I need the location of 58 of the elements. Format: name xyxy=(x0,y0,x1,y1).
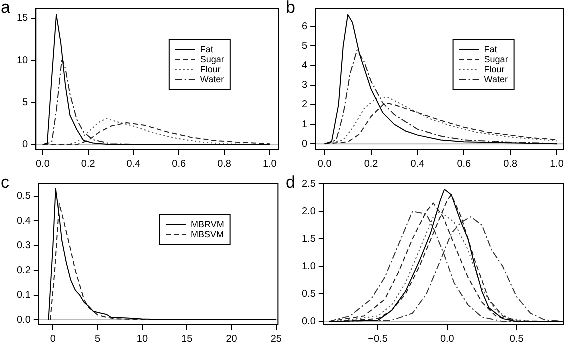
y-tick-label: 4 xyxy=(302,60,308,72)
y-tick-label: 0.3 xyxy=(16,240,32,252)
x-tick-label: 0 xyxy=(50,334,56,345)
x-tick-label: 0.2 xyxy=(364,158,379,170)
y-tick-label: 6 xyxy=(302,21,308,32)
legend-label: Fat xyxy=(484,44,498,55)
y-tick-label: 0.5 xyxy=(302,288,316,300)
x-tick-label: 0.4 xyxy=(410,158,426,170)
x-tick-label: 0.8 xyxy=(218,158,232,170)
y-tick-label: 0 xyxy=(302,138,308,150)
y-tick-label: 0.0 xyxy=(302,316,316,328)
chart-title: d xyxy=(286,173,296,192)
chart-title: a xyxy=(1,0,11,18)
x-tick-label: 20 xyxy=(226,334,238,345)
y-tick-label: 10 xyxy=(17,55,29,66)
x-tick-label: 25 xyxy=(270,334,282,345)
legend-label: Flour xyxy=(484,64,505,75)
y-tick-label: 1.5 xyxy=(302,234,316,245)
y-tick-label: 0.2 xyxy=(16,265,32,276)
legend-label: Sugar xyxy=(484,54,508,65)
x-tick-label: −0.5 xyxy=(368,334,388,345)
x-tick-label: 0.0 xyxy=(36,158,50,170)
y-tick-label: 0.0 xyxy=(16,314,32,326)
x-tick-label: 0.0 xyxy=(440,334,455,345)
y-tick-label: 5 xyxy=(302,40,308,52)
x-tick-label: 0.6 xyxy=(457,158,472,170)
x-tick-label: 0.2 xyxy=(81,158,96,170)
legend-label: Fat xyxy=(200,44,214,55)
chart-title: b xyxy=(286,0,296,18)
legend-label: MBRVM xyxy=(190,220,224,230)
y-tick-label: 1 xyxy=(302,119,308,130)
y-tick-label: 2.0 xyxy=(302,206,316,218)
y-tick-label: 0.4 xyxy=(16,216,32,227)
y-tick-label: 3 xyxy=(302,80,308,92)
x-tick-label: 0.4 xyxy=(126,158,142,170)
legend-label: Flour xyxy=(200,64,221,75)
y-tick-label: 0.5 xyxy=(16,191,32,202)
x-tick-label: 5 xyxy=(95,334,102,345)
y-tick-label: 0 xyxy=(22,140,29,151)
x-tick-label: 10 xyxy=(136,334,148,345)
y-tick-label: 2 xyxy=(302,100,308,111)
legend-label: MBSVM xyxy=(190,230,224,240)
y-tick-label: 2.5 xyxy=(302,178,316,190)
y-tick-label: 5 xyxy=(22,97,29,108)
legend-label: Sugar xyxy=(200,54,224,65)
x-tick-label: 0.0 xyxy=(318,158,332,170)
legend-label: Water xyxy=(200,74,224,85)
x-tick-label: 15 xyxy=(182,334,194,345)
y-tick-label: 0.1 xyxy=(16,290,32,302)
legend-label: Water xyxy=(484,74,508,85)
y-tick-label: 15 xyxy=(17,13,29,24)
x-tick-label: 1.0 xyxy=(550,158,564,170)
x-tick-label: 0.6 xyxy=(172,158,187,170)
x-tick-label: 0.8 xyxy=(504,158,518,170)
x-tick-label: 1.0 xyxy=(262,158,278,170)
x-tick-label: 0.5 xyxy=(510,334,524,345)
y-tick-label: 1.0 xyxy=(302,261,316,272)
chart-title: c xyxy=(1,173,10,192)
